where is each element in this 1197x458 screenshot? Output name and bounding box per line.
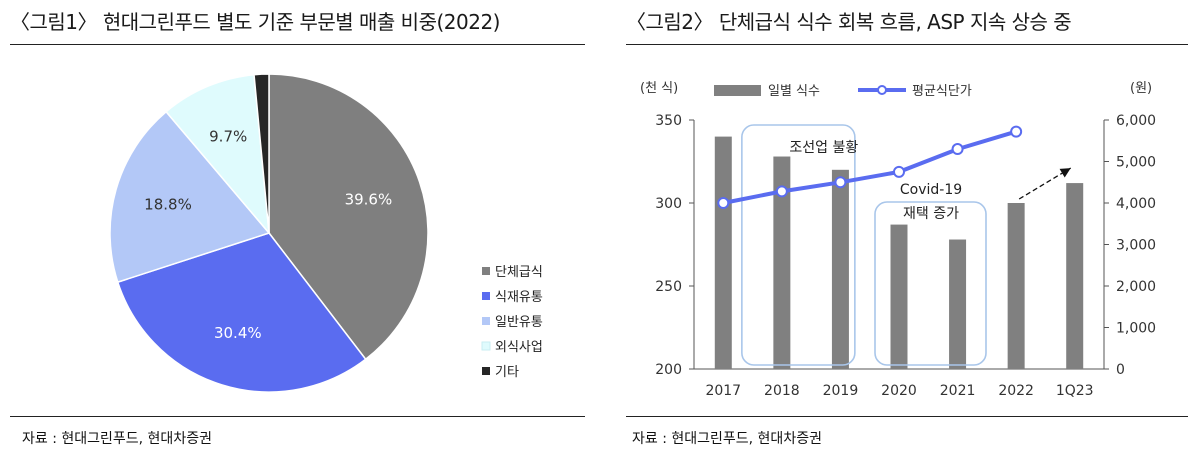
legend-label: 일반유통 bbox=[495, 315, 543, 330]
shipbuilding-highlight-box bbox=[741, 124, 856, 366]
legend-swatch bbox=[482, 317, 490, 325]
legend-bar-swatch bbox=[714, 85, 761, 96]
legend-swatch bbox=[482, 367, 490, 375]
right-tick-label: 4,000 bbox=[1116, 196, 1156, 212]
pie-data-label: 39.6% bbox=[345, 190, 393, 208]
pie-slice bbox=[253, 73, 270, 234]
asp-line-point bbox=[1010, 125, 1023, 138]
legend-line-marker bbox=[877, 85, 887, 95]
shipbuilding-annotation: 조선업 불황 bbox=[789, 140, 858, 156]
x-tick-label: 1Q23 bbox=[1056, 383, 1094, 399]
x-tick-label: 2020 bbox=[881, 383, 917, 399]
pie-slice bbox=[165, 73, 270, 236]
pie-data-label: 9.7% bbox=[209, 127, 247, 145]
figure1-source: 자료 : 현대그린푸드, 현대차증권 bbox=[22, 431, 212, 447]
trend-arrow-head bbox=[1059, 168, 1071, 178]
pie-data-label: 18.8% bbox=[144, 195, 192, 213]
right-tick-label: 3,000 bbox=[1116, 238, 1156, 254]
x-tick-label: 2021 bbox=[940, 383, 976, 399]
left-tick-label: 200 bbox=[655, 362, 682, 378]
asp-line-point bbox=[951, 143, 964, 156]
asp-line-point bbox=[775, 185, 788, 198]
figure1-title-rule bbox=[10, 44, 585, 45]
x-tick-label: 2019 bbox=[823, 383, 859, 399]
combo-chart: 200 250 300 350 0 1,000 2,000 3,000 4,000 5,000 6,… bbox=[640, 81, 1156, 399]
legend-label: 단체급식 bbox=[495, 265, 543, 280]
right-axis-label: (원) bbox=[1130, 81, 1152, 96]
figure2-source-rule bbox=[626, 416, 1188, 417]
figure2-title-rule bbox=[626, 44, 1188, 45]
bar bbox=[1007, 203, 1025, 369]
figure1-title: 〈그림1〉 현대그린푸드 별도 기준 부문별 매출 비중(2022) bbox=[10, 10, 500, 34]
legend-label: 기타 bbox=[495, 365, 519, 380]
covid-annotation: Covid-19 bbox=[900, 182, 962, 198]
covid-annotation: 재택 증가 bbox=[903, 206, 959, 222]
figure2-title: 〈그림2〉 단체급식 식수 회복 흐름, ASP 지속 상승 중 bbox=[626, 10, 1072, 34]
pie-slice bbox=[109, 110, 271, 284]
asp-line bbox=[722, 129, 1017, 205]
asp-line-point bbox=[717, 197, 730, 209]
figure1-source-rule bbox=[10, 416, 585, 417]
asp-line-point bbox=[893, 165, 905, 178]
left-tick-label: 250 bbox=[655, 279, 682, 295]
left-tick-label: 300 bbox=[655, 196, 682, 212]
bar bbox=[773, 156, 791, 369]
legend-label: 외식사업 bbox=[495, 340, 543, 355]
pie-slice bbox=[116, 232, 367, 393]
legend-swatch bbox=[482, 292, 490, 300]
x-tick-label: 2018 bbox=[764, 383, 800, 399]
bar bbox=[831, 169, 849, 369]
right-tick-label: 6,000 bbox=[1116, 113, 1156, 129]
right-tick-label: 1,000 bbox=[1116, 321, 1156, 337]
legend-bar-label: 일별 식수 bbox=[768, 84, 820, 99]
bar bbox=[1066, 183, 1084, 369]
covid-highlight-box bbox=[874, 201, 987, 366]
x-tick-label: 2022 bbox=[998, 383, 1034, 399]
bar bbox=[949, 239, 967, 369]
left-tick-label: 350 bbox=[655, 113, 682, 129]
pie-data-label: 30.4% bbox=[214, 324, 262, 342]
legend-swatch bbox=[481, 341, 491, 351]
left-axis-label: (천 식) bbox=[640, 81, 678, 96]
right-tick-label: 5,000 bbox=[1116, 155, 1156, 171]
right-tick-label: 2,000 bbox=[1116, 279, 1156, 295]
asp-line-point bbox=[834, 176, 847, 189]
bar bbox=[890, 224, 908, 369]
pie-slice bbox=[268, 73, 429, 361]
legend-line-label: 평균식단가 bbox=[912, 84, 972, 99]
trend-arrow-line bbox=[1018, 167, 1072, 200]
x-tick-label: 2017 bbox=[705, 383, 741, 399]
legend-label: 식재유통 bbox=[495, 290, 543, 305]
legend-swatch bbox=[482, 267, 490, 275]
figure2-source: 자료 : 현대그린푸드, 현대차증권 bbox=[632, 431, 822, 447]
right-tick-label: 0 bbox=[1116, 362, 1125, 378]
bar bbox=[714, 136, 732, 369]
